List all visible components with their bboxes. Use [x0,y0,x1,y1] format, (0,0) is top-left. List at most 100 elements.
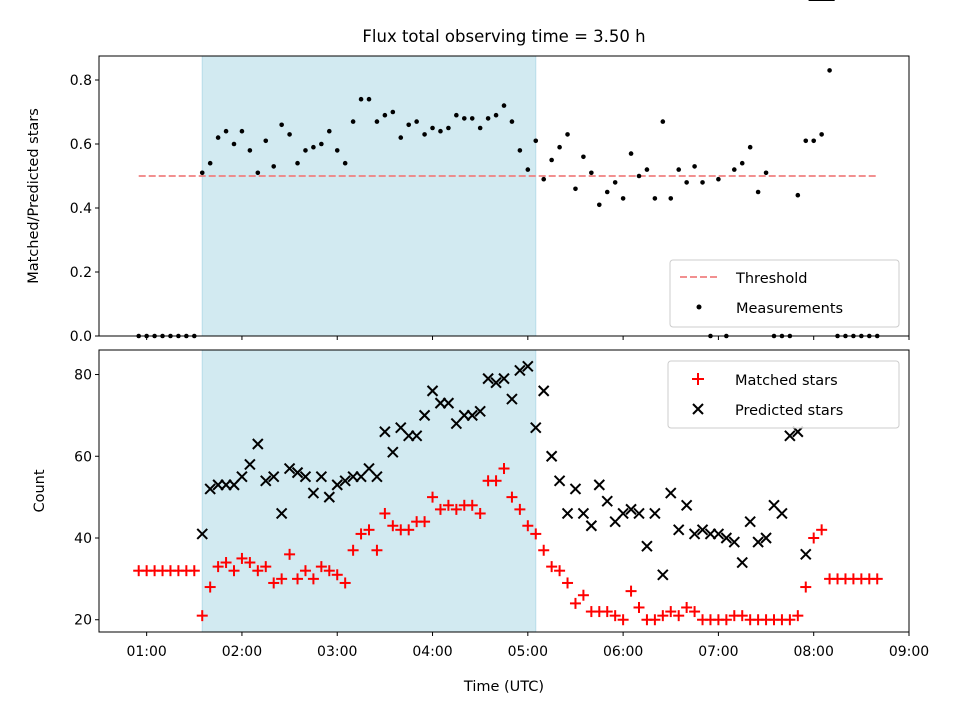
x-axis-label: Time (UTC) [463,679,544,695]
matched-point [800,581,812,593]
measurement-point [517,148,523,153]
top-legend: Threshold Measurements [669,259,900,328]
matched-point [363,524,375,536]
predicted-point [665,487,677,499]
measurement-point [215,135,221,140]
matched-point [538,544,550,556]
measurement-point [366,96,372,102]
predicted-point [387,446,399,458]
matched-point [379,507,391,519]
matched-point [236,552,248,564]
predicted-point [339,475,351,487]
predicted-point [267,470,280,483]
measurement-point [668,196,674,201]
matched-point [554,565,566,577]
x-tick-label: 08:00 [794,644,834,660]
predicted-point [553,475,566,487]
measurement-point [430,125,435,131]
top-y-axis-label: Matched/Predicted stars [26,108,42,284]
y-tick-label: 40 [74,531,92,547]
predicted-point [506,393,518,405]
bottom-legend: Matched stars Predicted stars [667,360,900,429]
x-tick-label: 05:00 [508,644,548,660]
predicted-point [410,430,423,442]
matched-point [792,610,804,622]
measurement-point [358,96,364,102]
measurement-point [493,112,499,118]
matched-point [530,528,542,540]
measurement-point [223,128,229,134]
predicted-point [696,524,709,536]
measurement-point [573,186,578,192]
measurement-point [620,196,626,201]
predicted-point [418,409,431,422]
matched-point [268,577,280,589]
measurement-point [334,148,340,153]
matched-point [450,503,462,515]
measurement-point [589,170,594,176]
matched-point [292,573,304,585]
x-tick-label: 01:00 [126,644,166,660]
predicted-point [680,499,693,512]
matched-point [625,585,637,597]
matched-point [387,520,399,532]
predicted-point [291,466,304,479]
predicted-point [530,421,542,434]
measurement-point [541,176,547,182]
x-tick-label: 03:00 [317,644,357,660]
y-tick-label: 0.6 [70,137,92,153]
predicted-point [625,503,637,516]
measurement-point [596,202,602,208]
predicted-point [490,376,502,389]
legend-matched-swatch [692,373,704,385]
measurement-point [319,141,324,147]
top-x-ticks [146,336,910,340]
measurement-point [279,122,284,128]
measurement-point [446,125,451,131]
measurement-point [525,167,531,172]
matched-point [434,503,446,515]
legend-threshold-label: Threshold [735,271,807,287]
predicted-point [299,470,312,483]
legend-measurement-swatch [696,304,702,310]
measurement-point [390,109,396,115]
predicted-point [283,462,296,475]
matched-point [244,557,256,569]
predicted-point [204,483,216,495]
measurement-point [795,192,801,198]
predicted-points [196,0,835,581]
matched-point [442,499,454,511]
measurement-point [565,132,570,137]
measurement-point [700,180,705,185]
matched-point [808,532,820,544]
predicted-point [244,458,256,471]
measurement-point [422,132,427,137]
measurement-point [803,138,809,144]
x-tick-label: 04:00 [412,644,452,660]
matched-point [649,614,661,626]
top-panel: 0.00.20.40.60.8 Matched/Predicted stars … [26,55,910,345]
matched-point [323,565,335,577]
measurement-point [716,176,721,182]
measurement-point [295,160,300,166]
matched-points [133,463,883,626]
matched-point [673,610,685,622]
predicted-point [537,385,550,397]
predicted-point [800,548,812,561]
measurement-point [501,103,507,108]
measurement-point [747,144,753,150]
predicted-point [633,507,645,520]
measurement-point [612,180,618,185]
predicted-point [784,430,796,442]
y-tick-label: 80 [74,368,92,384]
matched-point [720,614,732,626]
measurement-point [692,164,697,169]
x-tick-label: 02:00 [222,644,262,660]
measurement-point [406,122,412,128]
y-tick-label: 0.8 [70,73,92,89]
matched-point [212,561,224,573]
bottom-x-ticks: 01:00 02:00 03:00 04:00 05:00 06:00 07:00 08:00… [126,632,929,660]
matched-point [633,601,645,613]
matched-point [609,610,621,622]
